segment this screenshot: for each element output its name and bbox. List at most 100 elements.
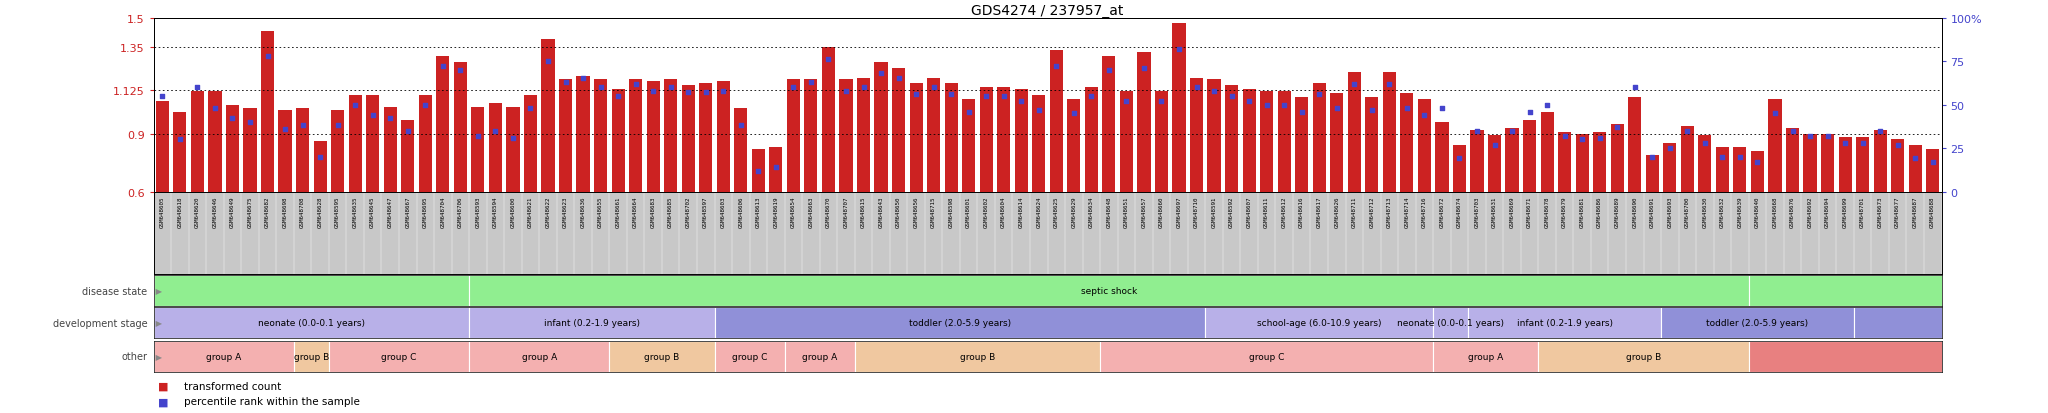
Point	[496, 135, 528, 142]
Point	[725, 123, 758, 129]
Text: transformed count: transformed count	[184, 381, 281, 391]
Text: GSM648615: GSM648615	[860, 196, 866, 228]
Text: ▶: ▶	[152, 319, 162, 328]
Text: GSM648714: GSM648714	[1405, 196, 1409, 228]
Point	[1567, 137, 1599, 143]
Point	[1583, 135, 1616, 142]
Bar	[418, 96, 432, 192]
Text: GSM648650: GSM648650	[897, 196, 901, 228]
Point	[1882, 142, 1915, 149]
Text: GSM648639: GSM648639	[1737, 196, 1743, 228]
Bar	[1524, 121, 1536, 192]
Point	[987, 93, 1020, 100]
Point	[567, 76, 600, 83]
Point	[1180, 85, 1212, 91]
Text: group C: group C	[1249, 352, 1284, 361]
Text: group C: group C	[731, 352, 768, 361]
Point	[268, 126, 301, 133]
Text: GSM648673: GSM648673	[1878, 196, 1882, 228]
Text: GSM648679: GSM648679	[1563, 196, 1567, 228]
Point	[461, 133, 494, 140]
Point	[1444, 156, 1477, 162]
Point	[322, 123, 354, 129]
Bar	[1434, 308, 1468, 339]
Bar	[629, 80, 643, 192]
Bar	[1559, 132, 1571, 192]
Bar	[1661, 308, 1853, 339]
Bar	[1468, 308, 1661, 339]
Bar	[1470, 131, 1483, 192]
Point	[1286, 109, 1319, 116]
Bar	[854, 341, 1100, 372]
Bar	[715, 341, 784, 372]
Bar	[594, 80, 606, 192]
Point	[444, 67, 477, 74]
Point	[864, 71, 897, 77]
Bar	[225, 105, 240, 192]
Bar	[1436, 123, 1448, 192]
Bar	[1208, 80, 1221, 192]
Text: GSM648690: GSM648690	[1632, 196, 1636, 228]
Bar	[944, 84, 958, 192]
Bar	[469, 275, 1749, 306]
Bar	[1749, 341, 2048, 372]
Text: GSM648675: GSM648675	[248, 196, 252, 228]
Point	[180, 85, 213, 91]
Bar	[1733, 148, 1747, 192]
Text: GSM648688: GSM648688	[1929, 196, 1935, 228]
Point	[637, 88, 670, 95]
Bar	[469, 341, 610, 372]
Bar	[244, 109, 256, 192]
Point	[1530, 102, 1563, 109]
Text: GSM648678: GSM648678	[1544, 196, 1550, 228]
Bar	[1853, 308, 2048, 339]
Text: GSM648643: GSM648643	[879, 196, 883, 228]
Bar	[909, 84, 924, 192]
Text: septic shock: septic shock	[1081, 287, 1137, 295]
Point	[1495, 128, 1528, 135]
Point	[1198, 88, 1231, 95]
Point	[776, 85, 809, 91]
Bar	[1681, 126, 1694, 192]
Bar	[1155, 92, 1167, 192]
Bar	[1839, 138, 1851, 192]
Text: GSM648631: GSM648631	[1493, 196, 1497, 228]
Bar	[541, 40, 555, 192]
Bar	[1890, 140, 1905, 192]
Point	[1602, 125, 1634, 131]
Bar	[1751, 152, 1763, 192]
Text: GSM648649: GSM648649	[229, 196, 236, 228]
Point	[1776, 128, 1808, 135]
Bar	[436, 57, 449, 192]
Point	[653, 85, 686, 91]
Text: GSM648683: GSM648683	[651, 196, 655, 228]
Text: GSM648630: GSM648630	[1702, 196, 1708, 228]
Bar	[770, 148, 782, 192]
Point	[1864, 128, 1896, 135]
Point	[1075, 93, 1108, 100]
Bar	[840, 80, 852, 192]
Bar	[154, 275, 469, 306]
Point	[1372, 81, 1405, 88]
Point	[1829, 140, 1862, 147]
Text: GSM648677: GSM648677	[1894, 196, 1901, 228]
Point	[1636, 154, 1669, 161]
Bar	[1102, 57, 1116, 192]
Point	[795, 79, 827, 86]
Bar	[1085, 88, 1098, 192]
Text: GSM648602: GSM648602	[983, 196, 989, 228]
Text: disease state: disease state	[82, 286, 147, 296]
Point	[217, 116, 250, 123]
Text: group B: group B	[961, 352, 995, 361]
Text: GSM648713: GSM648713	[1386, 196, 1393, 228]
Point	[584, 85, 616, 91]
Bar	[506, 107, 520, 192]
Text: GSM648701: GSM648701	[1860, 196, 1866, 228]
Text: GSM648674: GSM648674	[1456, 196, 1462, 228]
Bar	[1538, 341, 1749, 372]
Point	[391, 128, 424, 135]
Point	[479, 128, 512, 135]
Bar	[1348, 73, 1360, 192]
Bar	[1260, 92, 1274, 192]
Point	[1618, 85, 1651, 91]
